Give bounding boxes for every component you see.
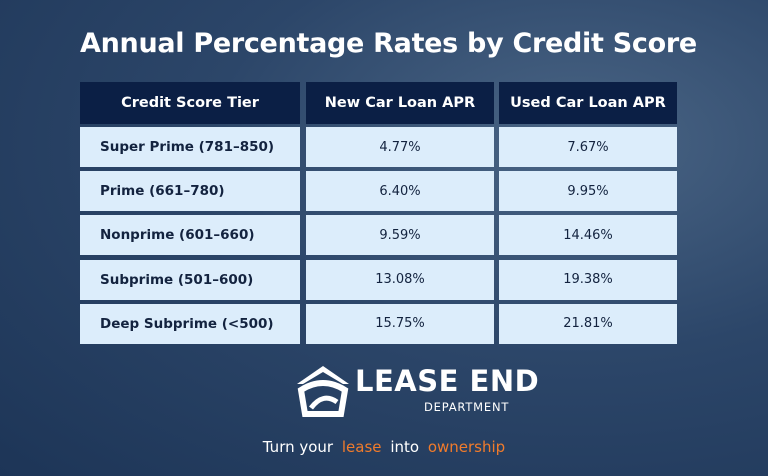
cell-value: 4.77% xyxy=(306,127,494,167)
tagline-highlight: ownership xyxy=(427,438,506,456)
cell-value: 14.46% xyxy=(499,215,677,256)
cell-value: 19.38% xyxy=(499,259,677,300)
logo-subtitle: DEPARTMENT xyxy=(424,400,510,414)
title: Annual Percentage Rates by Credit Score xyxy=(80,28,697,59)
cell-value: 13.08% xyxy=(306,259,494,300)
cell-value: 15.75% xyxy=(306,303,494,344)
column-header: Used Car Loan APR xyxy=(499,82,677,124)
tagline-text: Turn your xyxy=(262,438,334,456)
cell-value: 7.67% xyxy=(499,127,677,167)
row-label: Subprime (501–600) xyxy=(80,259,300,300)
logo-name: LEASE END xyxy=(355,364,540,398)
tagline: Turn your lease into ownership xyxy=(0,438,768,456)
column-header: New Car Loan APR xyxy=(306,82,494,124)
cell-value: 6.40% xyxy=(306,171,494,212)
tagline-highlight: lease xyxy=(341,438,382,456)
cell-value: 9.59% xyxy=(306,215,494,256)
tagline-text: into xyxy=(390,438,420,456)
logo: LEASE END DEPARTMENT xyxy=(293,362,539,422)
row-label: Prime (661–780) xyxy=(80,171,300,212)
cell-value: 9.95% xyxy=(499,171,677,212)
cell-value: 21.81% xyxy=(499,303,677,344)
row-label: Deep Subprime (<500) xyxy=(80,303,300,344)
row-label: Nonprime (601–660) xyxy=(80,215,300,256)
row-label: Super Prime (781–850) xyxy=(80,127,300,167)
column-header: Credit Score Tier xyxy=(80,82,300,124)
logo-icon xyxy=(297,366,349,417)
